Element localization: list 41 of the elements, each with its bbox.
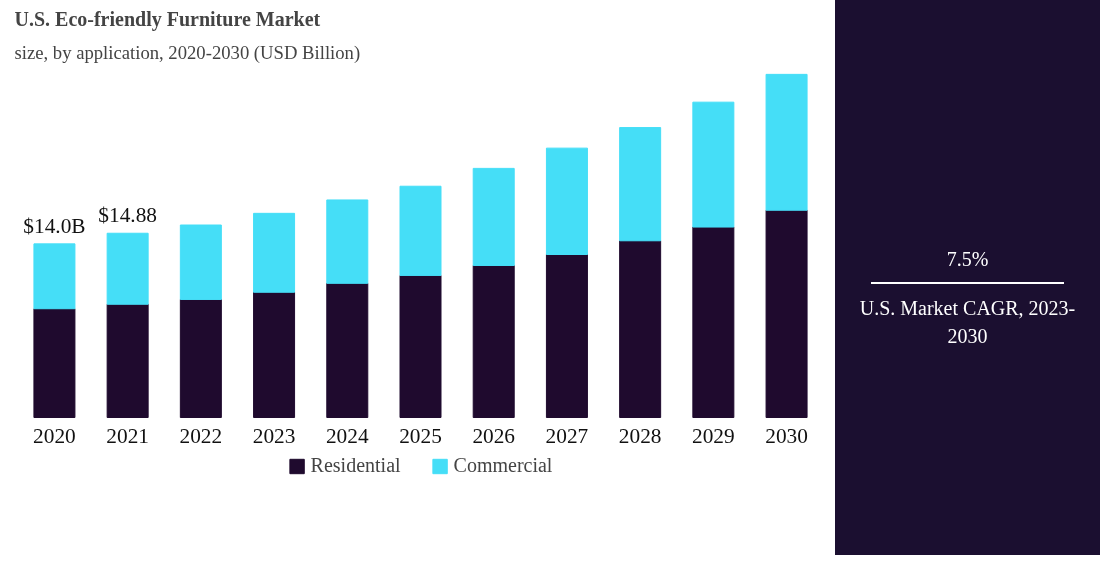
x-tick-label: 2029	[692, 423, 735, 448]
x-tick-label: 2027	[545, 423, 589, 448]
annotation: $14.88	[98, 203, 157, 228]
bar	[545, 254, 588, 418]
bar	[472, 264, 515, 418]
x-tick-label: 2023	[252, 423, 296, 448]
annotation: $14.0B	[23, 213, 86, 238]
bar	[399, 185, 442, 276]
bar	[326, 282, 369, 418]
chart-subtitle: size, by application, 2020-2030 (USD Billion)	[14, 41, 361, 64]
legend-label: Residential	[310, 454, 401, 477]
x-tick-label: 2024	[325, 423, 369, 448]
chart-title: U.S. Eco-friendly Furniture Market	[14, 7, 321, 31]
bar	[619, 127, 662, 242]
bar	[472, 167, 515, 266]
x-tick-label: 2028	[618, 423, 662, 448]
bar	[33, 243, 76, 310]
bar	[253, 291, 296, 418]
x-tick-label: 2022	[179, 423, 223, 448]
text: 7.5%	[945, 247, 990, 272]
bar	[399, 274, 442, 418]
bar	[545, 147, 588, 256]
bar	[106, 303, 149, 418]
bar	[179, 298, 222, 418]
bar	[765, 73, 808, 211]
bar	[619, 240, 662, 418]
x-tick-label: 2030	[765, 423, 808, 448]
x-tick-label: 2020	[33, 423, 76, 448]
bar	[692, 101, 735, 228]
bar	[33, 308, 76, 418]
bar	[253, 212, 296, 293]
bar	[692, 226, 735, 418]
text: U.S. Market CAGR, 2023-2030	[858, 295, 1077, 350]
bar	[106, 232, 149, 305]
bar	[326, 199, 369, 284]
x-tick-label: 2025	[399, 423, 442, 448]
x-tick-label: 2026	[472, 423, 516, 448]
bar	[179, 224, 222, 300]
x-tick-label: 2021	[106, 423, 149, 448]
legend-label: Commercial	[453, 454, 553, 477]
bar	[765, 209, 808, 418]
